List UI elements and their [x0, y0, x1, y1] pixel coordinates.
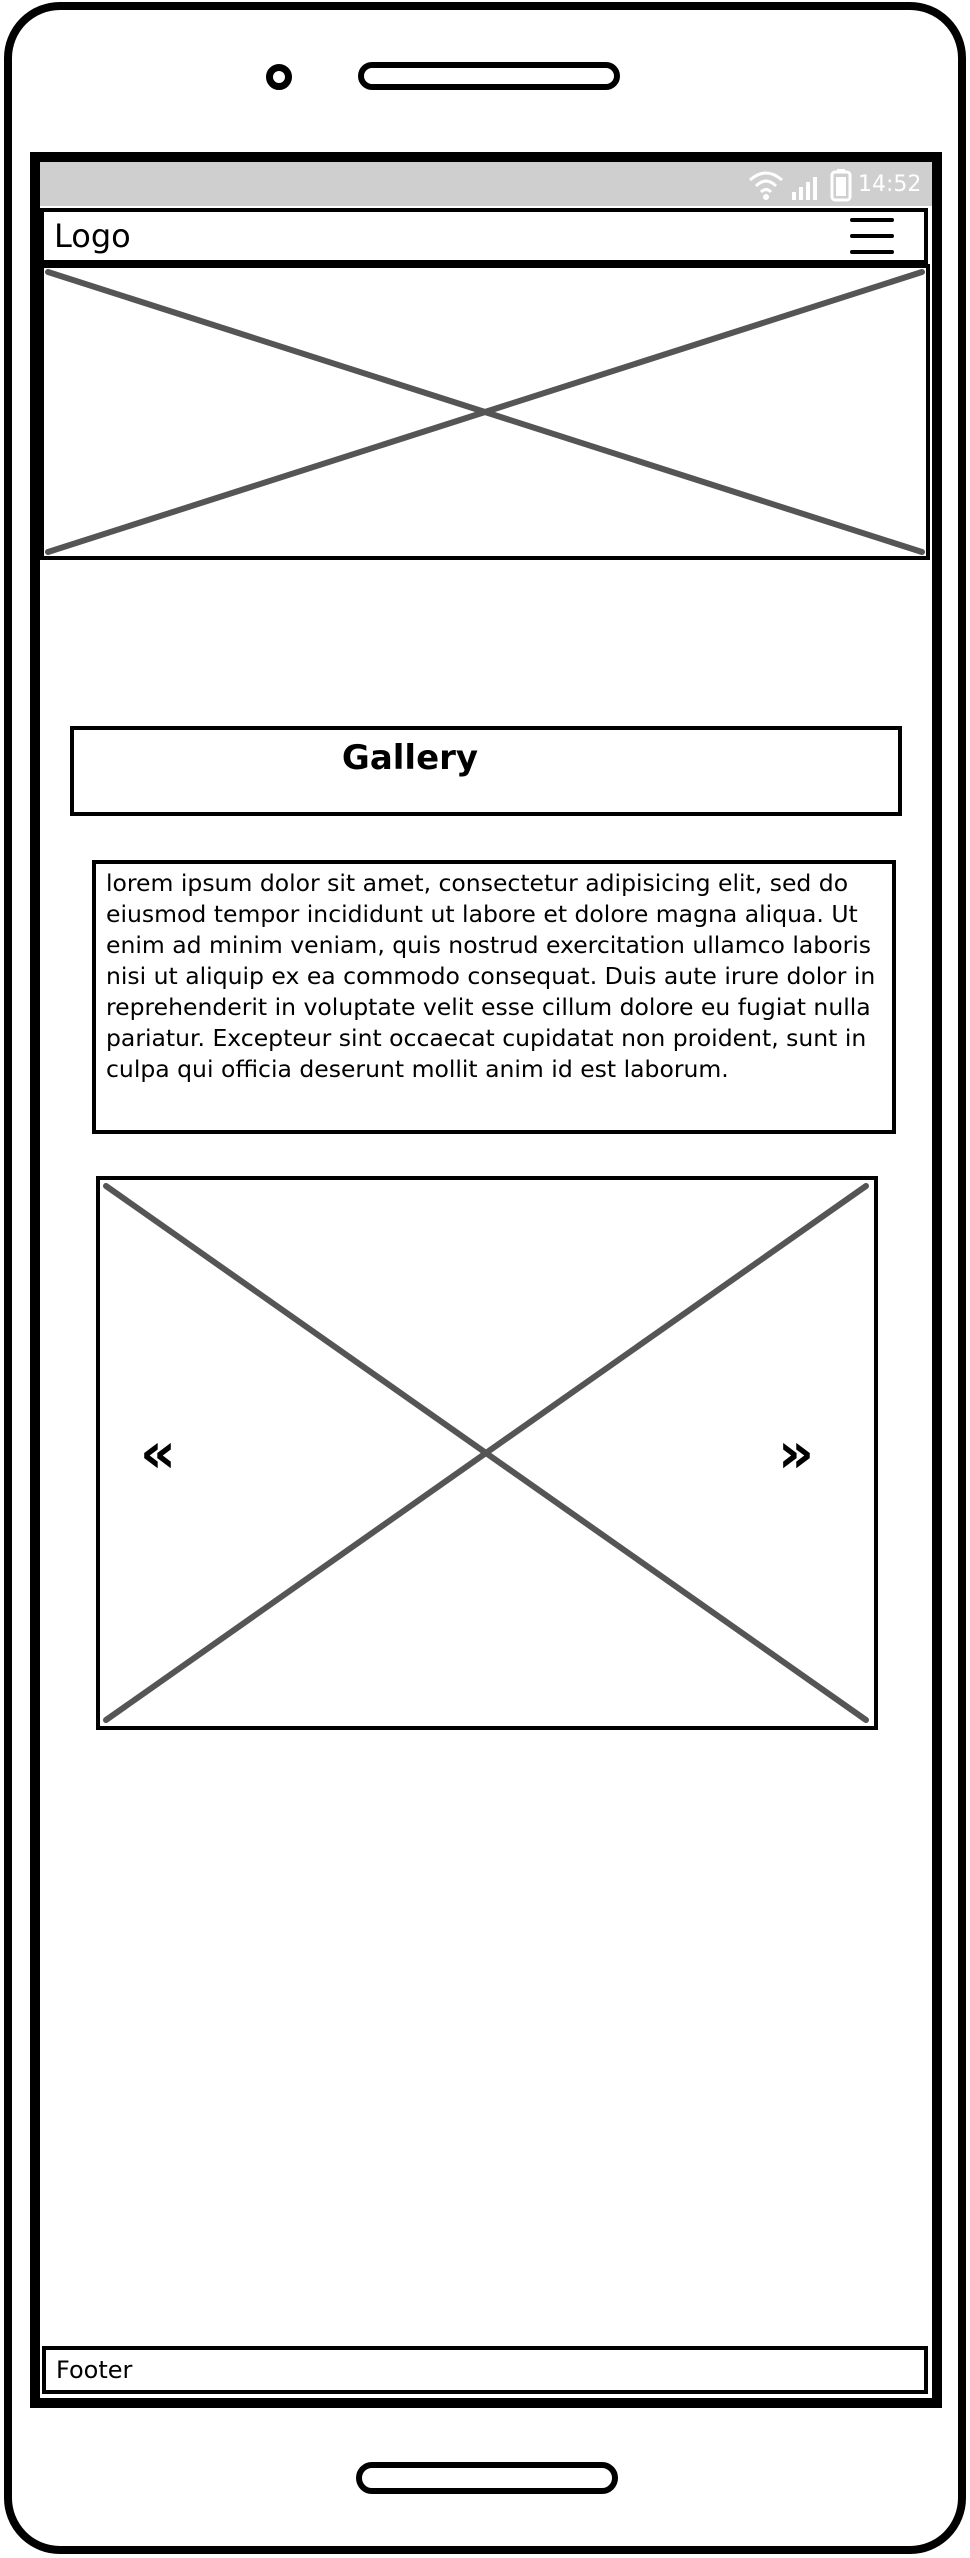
hamburger-menu-icon[interactable]	[850, 214, 898, 258]
app-footer	[42, 2346, 928, 2394]
home-button[interactable]	[356, 2462, 618, 2494]
status-time: 14:52	[858, 172, 922, 197]
gallery-title-box	[70, 726, 902, 816]
hero-image-placeholder	[40, 264, 930, 560]
gallery-title: Gallery	[341, 738, 479, 778]
carousel-image-placeholder	[96, 1176, 878, 1730]
gallery-description-box	[92, 860, 896, 1134]
speaker-grille	[358, 62, 620, 90]
logo[interactable]: Logo	[54, 217, 131, 255]
wifi-icon	[749, 171, 783, 200]
app-header	[40, 208, 928, 264]
signal-icon	[792, 177, 817, 200]
battery-icon	[830, 169, 852, 202]
footer-text: Footer	[56, 2356, 133, 2384]
camera-icon	[266, 64, 292, 90]
gallery-description: lorem ipsum dolor sit amet, consectetur …	[106, 869, 876, 1083]
carousel-next-button[interactable]: »	[777, 1421, 815, 1486]
status-bar	[40, 162, 932, 206]
carousel-prev-button[interactable]: «	[139, 1421, 177, 1486]
